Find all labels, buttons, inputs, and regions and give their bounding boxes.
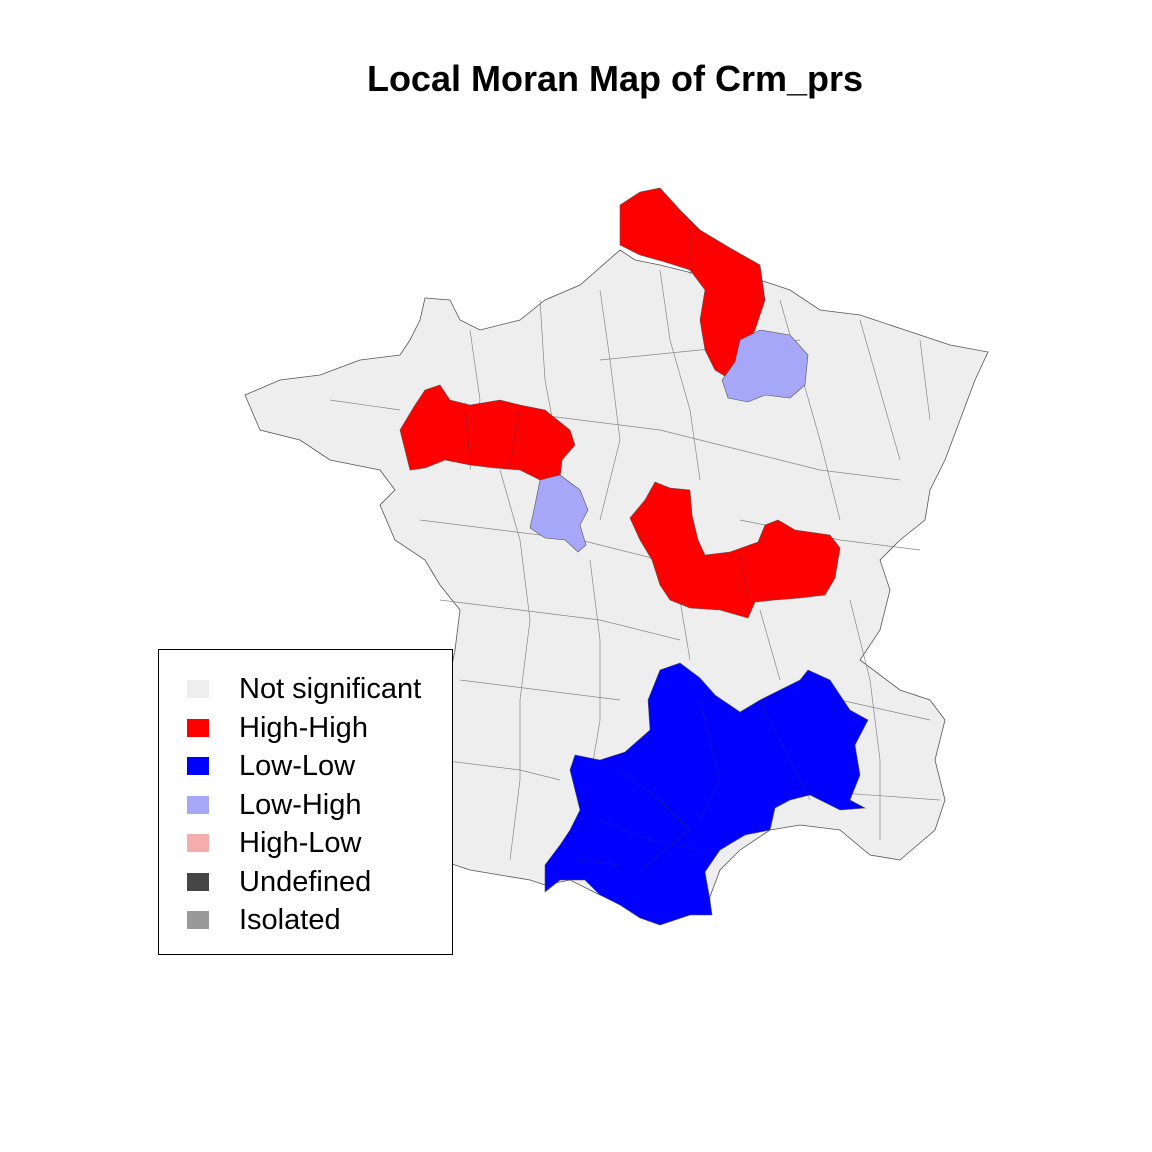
legend-swatch	[187, 911, 209, 929]
region-low-low-south	[544, 662, 869, 926]
region-high-high-centraleast	[629, 481, 841, 619]
map-title: Local Moran Map of Crm_prs	[366, 58, 864, 99]
legend-swatch	[187, 872, 209, 891]
legend-label: Undefined	[239, 865, 372, 898]
region-high-high-west	[399, 384, 576, 481]
legend-swatch	[187, 680, 209, 698]
legend-label: High-Low	[239, 827, 362, 859]
legend-swatch	[187, 757, 209, 775]
legend-label: Isolated	[239, 904, 341, 936]
legend-swatch	[187, 795, 209, 814]
region-low-high-westcentral	[529, 474, 589, 553]
region-low-high-northeast	[721, 329, 809, 403]
legend-label: Low-Low	[239, 750, 356, 782]
legend-label: Not significant	[239, 673, 422, 705]
legend-swatch	[187, 718, 209, 737]
cluster-borders	[464, 230, 811, 871]
legend-label: Low-High	[239, 788, 362, 821]
department-borders	[329, 269, 941, 861]
legend: Not significant High-High Low-Low Low-High H…	[158, 649, 453, 955]
legend-label: High-High	[239, 711, 368, 744]
legend-swatch	[187, 834, 209, 852]
